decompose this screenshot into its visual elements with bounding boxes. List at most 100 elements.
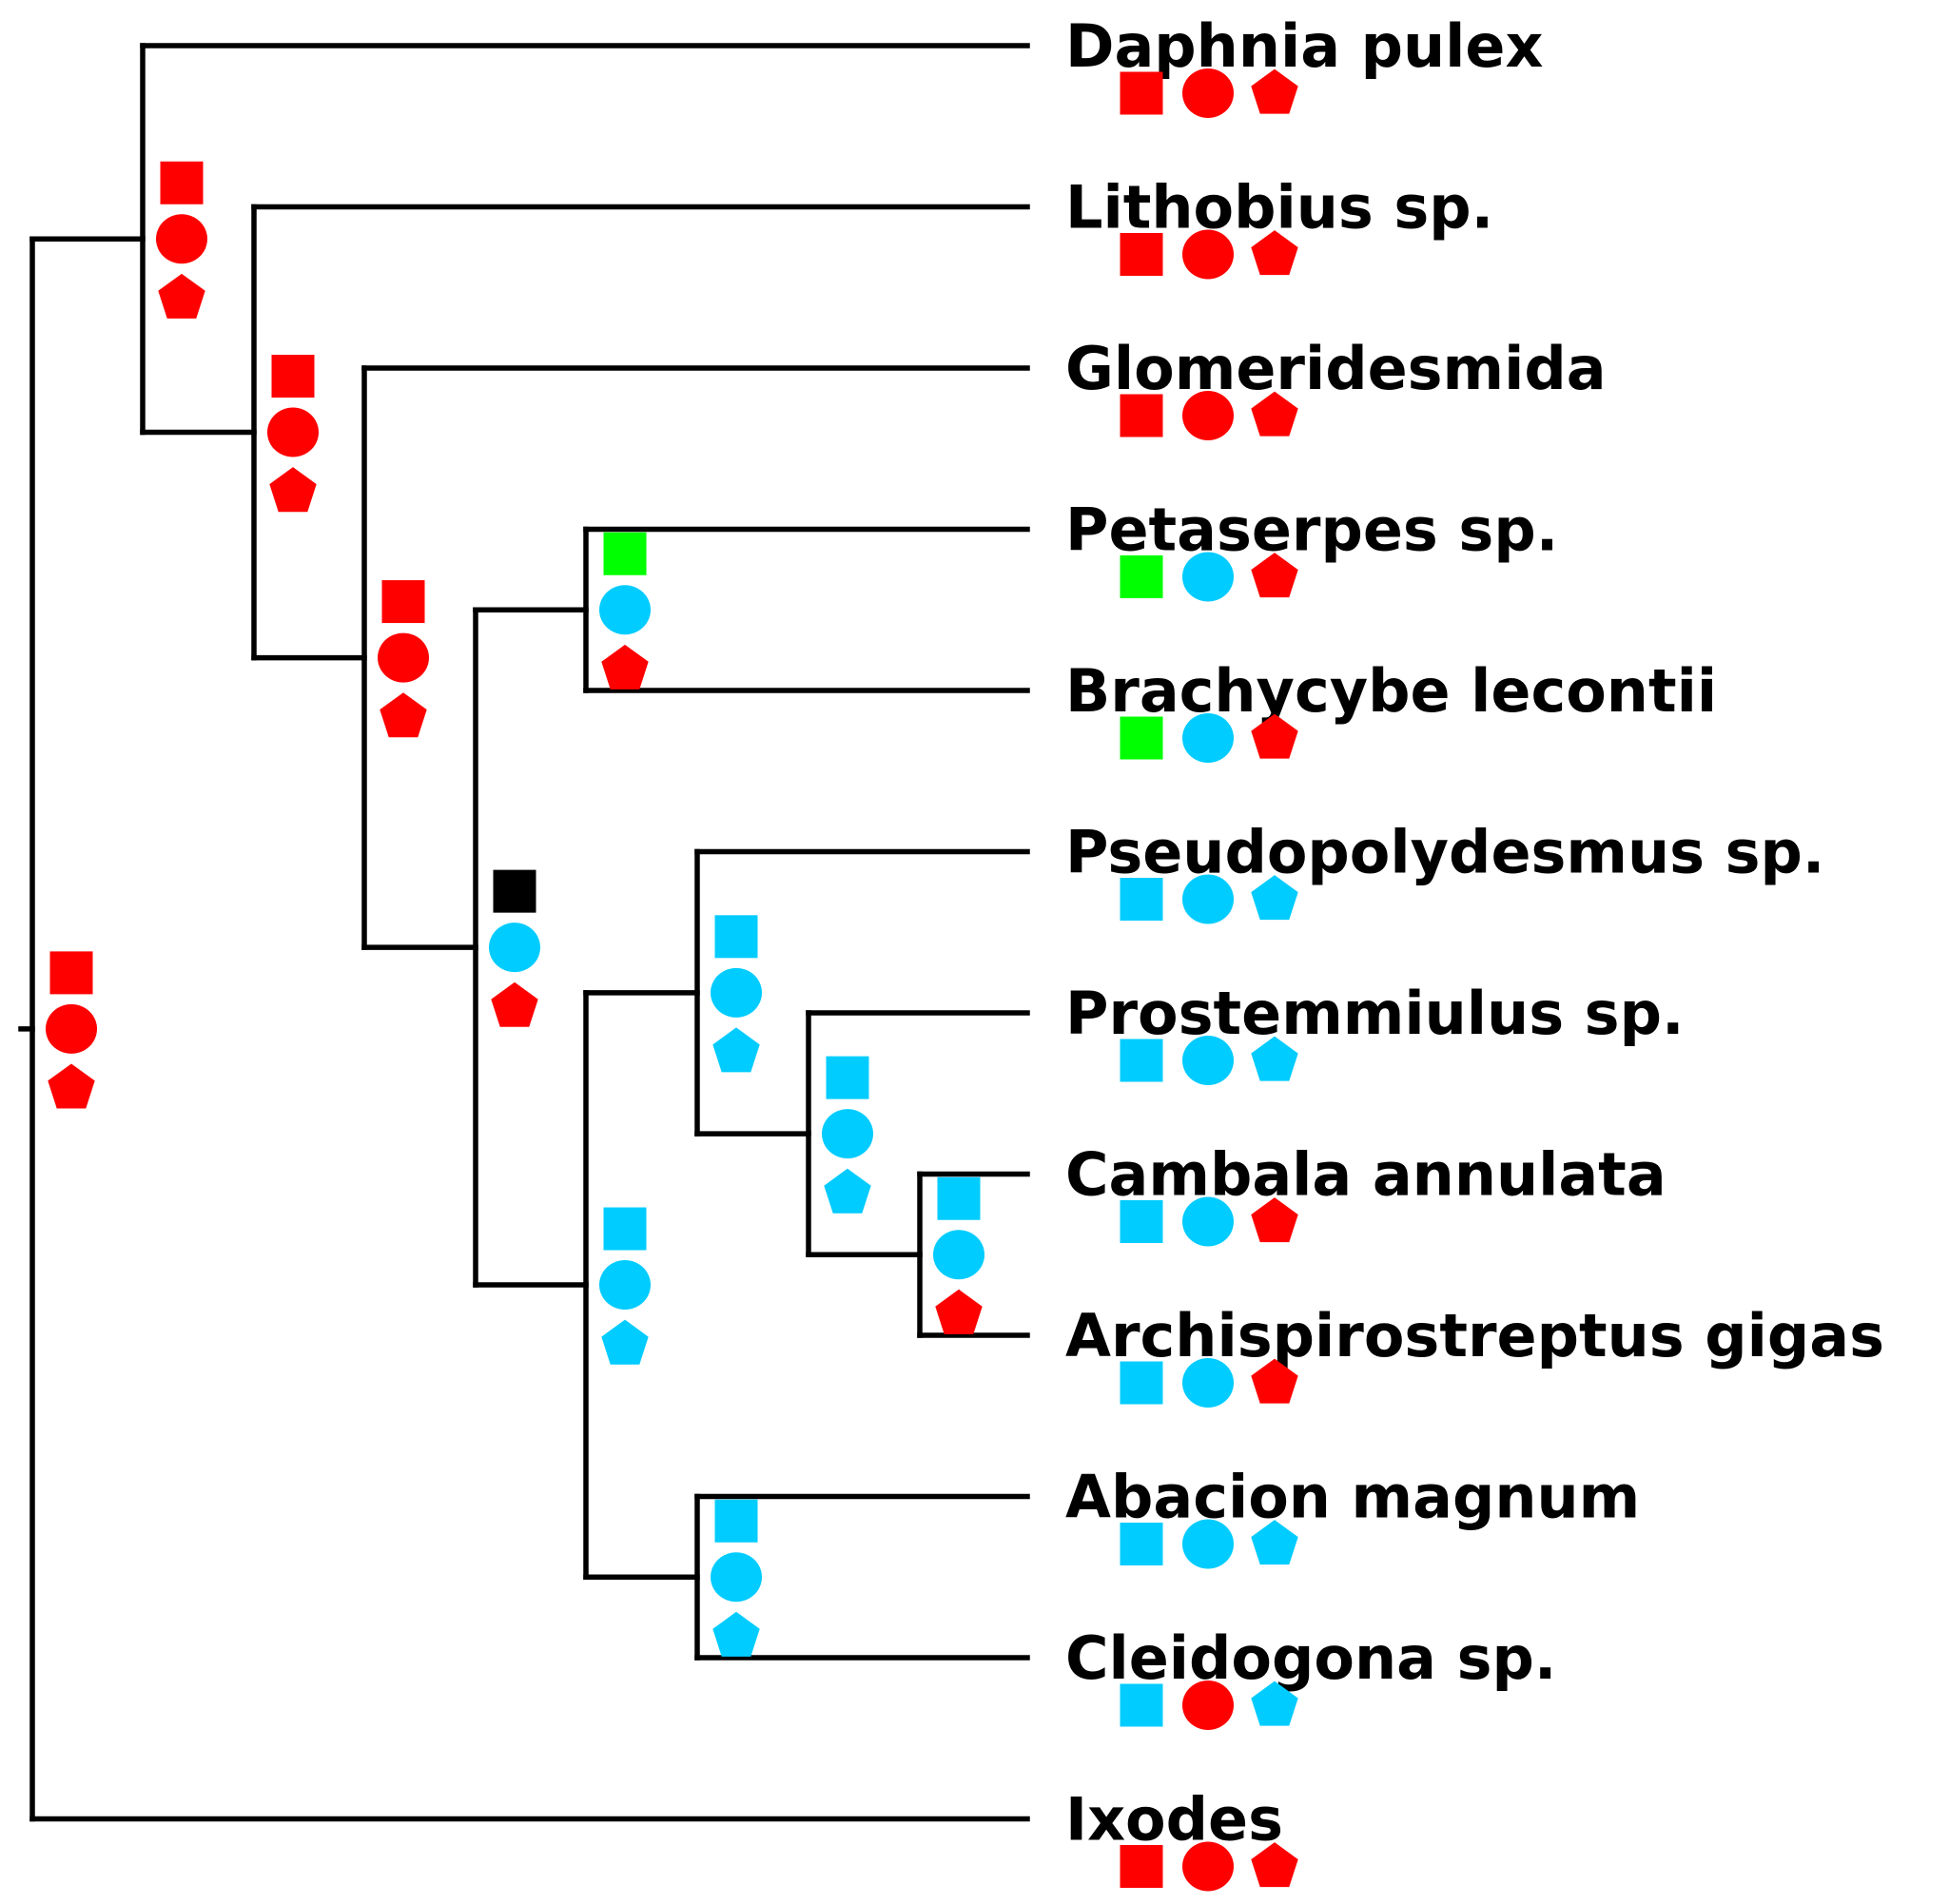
taxon-labels: Daphnia pulex Lithobius sp. Glomeridesmida…: [1065, 11, 1884, 1855]
node-marker-n2: [267, 355, 319, 513]
pentagon-icon: [1251, 68, 1298, 114]
tree-branches: [18, 43, 1030, 1822]
square-icon: [271, 355, 315, 398]
circle-icon: [711, 967, 762, 1018]
circle-icon: [1182, 1036, 1234, 1085]
square-icon: [1120, 1683, 1163, 1727]
square-icon: [381, 580, 425, 624]
taxon-label: Abacion magnum: [1065, 1463, 1640, 1532]
node-marker-n8: [822, 1056, 873, 1214]
tip-marker-7: [1120, 1196, 1298, 1247]
pentagon-icon: [601, 1319, 649, 1365]
pentagon-icon: [1251, 230, 1298, 276]
pentagon-icon: [1251, 1036, 1298, 1081]
taxon-label: Lithobius sp.: [1065, 173, 1493, 243]
circle-icon: [1182, 229, 1234, 280]
taxon-label: Brachycybe lecontii: [1065, 656, 1717, 726]
tip-marker-5: [1120, 874, 1298, 924]
square-icon: [603, 1207, 647, 1251]
square-icon: [1120, 1200, 1163, 1243]
pentagon-icon: [158, 273, 205, 319]
taxon-label: Cleidogona sp.: [1065, 1623, 1556, 1693]
taxon-label: Glomeridesmida: [1065, 334, 1607, 403]
square-icon: [714, 915, 758, 959]
node-marker-root: [46, 951, 97, 1109]
node-marker-n1: [156, 161, 207, 319]
node-marker-n7: [711, 915, 762, 1073]
square-icon: [1120, 1361, 1163, 1405]
square-icon: [714, 1499, 758, 1543]
circle-icon: [933, 1230, 984, 1280]
square-icon: [826, 1056, 869, 1099]
square-icon: [1120, 1845, 1163, 1888]
square-icon: [160, 161, 204, 204]
circle-icon: [1182, 1196, 1234, 1247]
tip-state-markers: [1120, 68, 1298, 1892]
circle-icon: [1182, 1681, 1234, 1730]
circle-icon: [1182, 552, 1234, 602]
taxon-label: Pseudopolydesmus sp.: [1065, 818, 1824, 887]
square-icon: [1120, 1523, 1163, 1565]
circle-icon: [267, 407, 319, 457]
square-icon: [1120, 716, 1163, 760]
pentagon-icon: [491, 981, 538, 1027]
pentagon-icon: [712, 1611, 760, 1657]
square-icon: [603, 532, 647, 575]
pentagon-icon: [1251, 1358, 1298, 1404]
tip-marker-11: [1120, 1841, 1298, 1892]
circle-icon: [1182, 68, 1234, 118]
circle-icon: [156, 214, 207, 264]
pentagon-icon: [601, 644, 649, 690]
taxon-label: Archispirostreptus gigas: [1065, 1301, 1884, 1370]
tip-marker-3: [1120, 552, 1298, 602]
circle-icon: [1182, 391, 1234, 440]
pentagon-icon: [1251, 713, 1298, 759]
square-icon: [1120, 394, 1163, 437]
square-icon: [1120, 1039, 1163, 1082]
pentagon-icon: [1251, 391, 1298, 437]
tip-marker-1: [1120, 229, 1298, 280]
tip-marker-4: [1120, 713, 1298, 763]
pentagon-icon: [269, 467, 317, 513]
pentagon-icon: [1251, 1197, 1298, 1243]
tip-marker-9: [1120, 1519, 1298, 1569]
node-marker-n4: [489, 869, 540, 1027]
circle-icon: [46, 1003, 97, 1054]
pentagon-icon: [712, 1027, 760, 1073]
square-icon: [1120, 878, 1163, 921]
taxon-label: Daphnia pulex: [1065, 11, 1543, 81]
tip-marker-0: [1120, 68, 1298, 118]
square-icon: [1120, 233, 1163, 276]
circle-icon: [822, 1109, 873, 1159]
ancestral-state-markers: [46, 161, 984, 1657]
circle-icon: [1182, 1519, 1234, 1569]
node-marker-n6: [599, 1207, 651, 1365]
circle-icon: [599, 585, 651, 635]
tip-marker-10: [1120, 1681, 1298, 1730]
pentagon-icon: [380, 692, 427, 738]
node-marker-n9: [933, 1176, 984, 1334]
circle-icon: [711, 1552, 762, 1603]
tip-marker-2: [1120, 391, 1298, 440]
node-marker-n10: [711, 1499, 762, 1657]
pentagon-icon: [1251, 875, 1298, 921]
circle-icon: [489, 923, 540, 973]
pentagon-icon: [935, 1289, 983, 1334]
pentagon-icon: [48, 1063, 95, 1109]
square-icon: [1120, 555, 1163, 598]
pentagon-icon: [824, 1168, 871, 1214]
taxon-label: Cambala annulata: [1065, 1140, 1666, 1210]
pentagon-icon: [1251, 1520, 1298, 1565]
taxon-label: Prostemmiulus sp.: [1065, 979, 1685, 1048]
circle-icon: [1182, 874, 1234, 924]
node-marker-n3: [378, 580, 429, 738]
node-marker-n5: [599, 532, 651, 690]
circle-icon: [1182, 1358, 1234, 1408]
circle-icon: [599, 1260, 651, 1311]
tip-marker-8: [1120, 1358, 1298, 1408]
square-icon: [49, 951, 93, 995]
pentagon-icon: [1251, 553, 1298, 598]
square-icon: [1120, 71, 1163, 115]
circle-icon: [1182, 713, 1234, 763]
